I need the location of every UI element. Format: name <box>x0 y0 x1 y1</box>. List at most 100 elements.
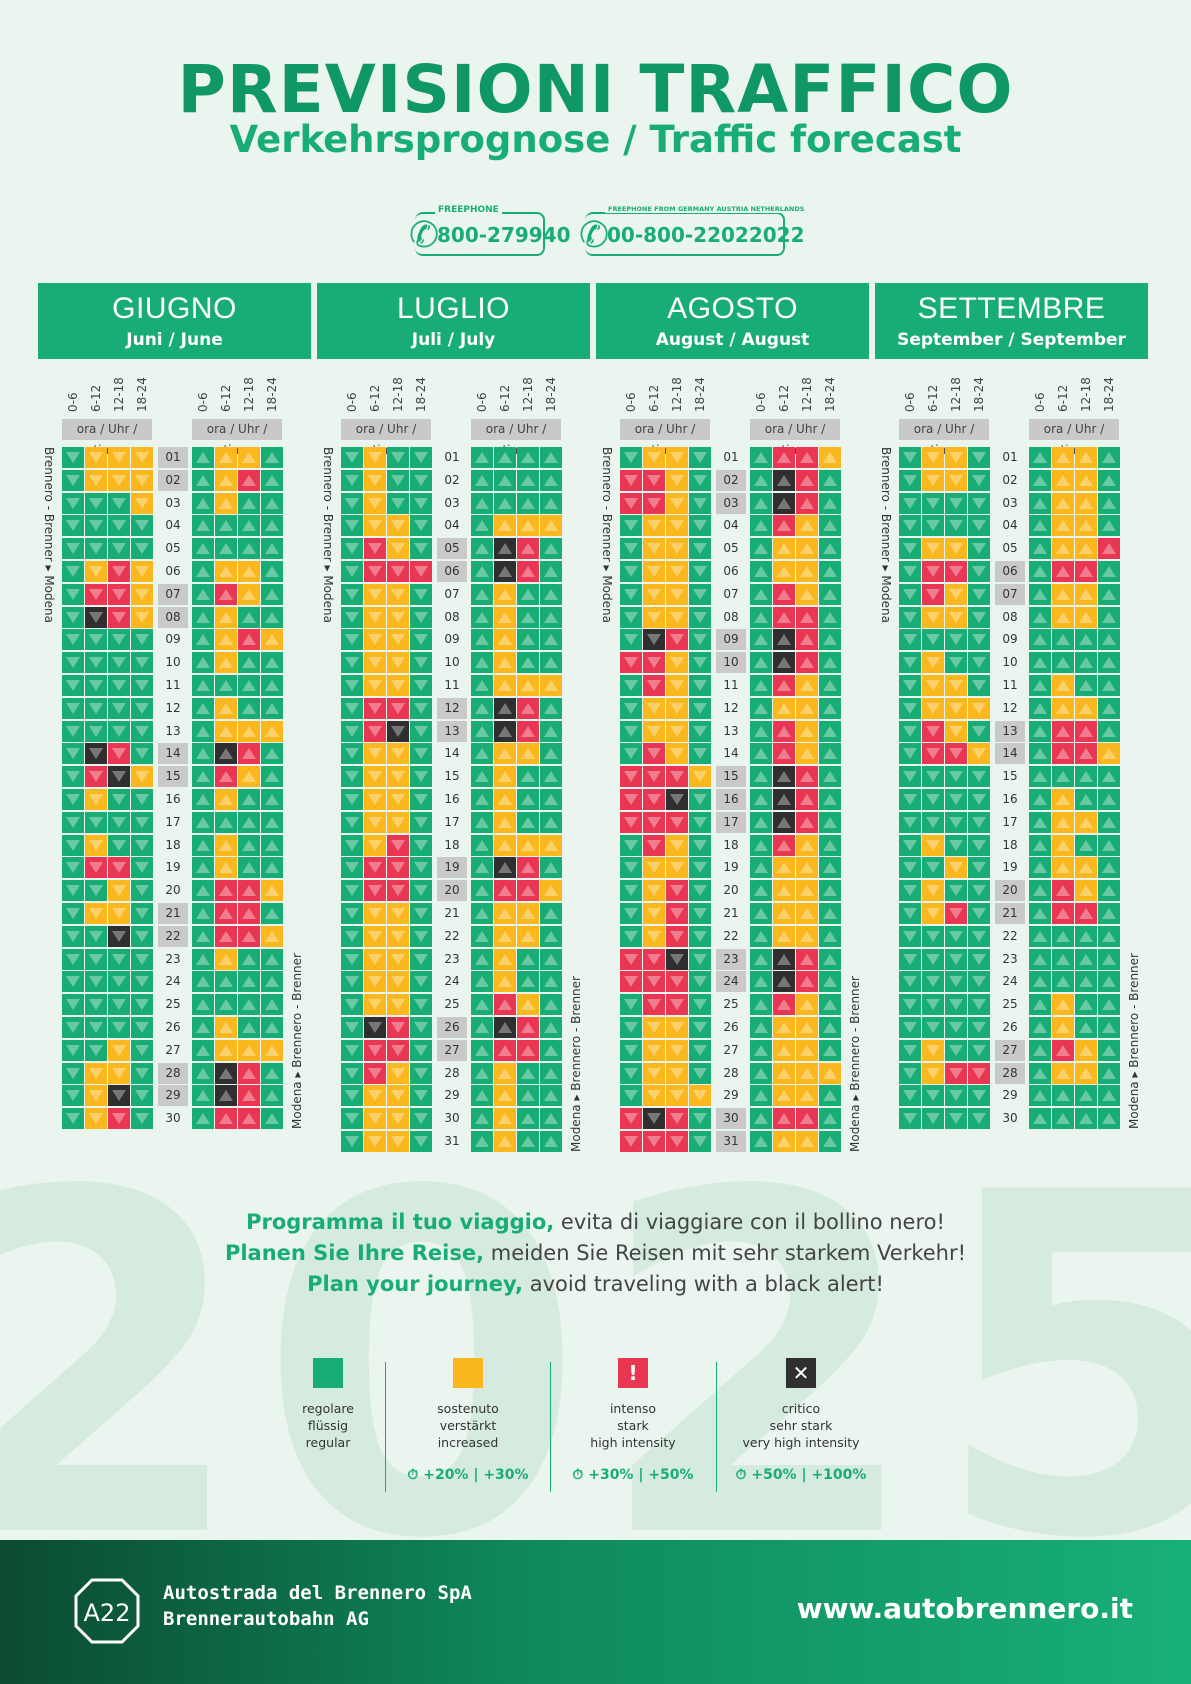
freephone-number[interactable]: 800-279940 <box>437 223 571 247</box>
traffic-cell-southbound <box>689 971 711 993</box>
traffic-cell-southbound <box>922 720 944 742</box>
traffic-cell-southbound <box>689 629 711 651</box>
traffic-cell-northbound <box>471 1039 493 1061</box>
traffic-cell-northbound <box>1029 447 1051 468</box>
traffic-cell-southbound <box>689 1039 711 1061</box>
traffic-cell-northbound <box>261 834 283 856</box>
traffic-cell-southbound <box>131 447 153 468</box>
website-link[interactable]: www.autobrennero.it <box>796 1592 1133 1625</box>
traffic-cell-southbound <box>968 629 990 651</box>
time-slot-header: 12-18 <box>112 377 126 412</box>
traffic-cell-southbound <box>85 720 107 742</box>
traffic-cell-northbound <box>261 1062 283 1084</box>
traffic-cell-southbound <box>131 629 153 651</box>
traffic-cell-southbound <box>62 948 84 970</box>
traffic-cell-northbound <box>819 720 841 742</box>
traffic-cell-northbound <box>261 925 283 947</box>
traffic-cell-southbound <box>689 675 711 696</box>
time-slot-header: 6-12 <box>647 384 661 412</box>
traffic-cell-southbound <box>689 1108 711 1130</box>
traffic-cell-southbound <box>945 925 967 947</box>
traffic-cell-southbound <box>689 994 711 1016</box>
traffic-cell-southbound <box>341 583 363 605</box>
traffic-cell-northbound <box>494 469 516 491</box>
traffic-cell-northbound <box>540 583 562 605</box>
traffic-cell-southbound <box>341 1062 363 1084</box>
traffic-cell-northbound <box>517 720 539 742</box>
clock-icon: ⏱ <box>572 1467 589 1483</box>
traffic-cell-southbound <box>131 766 153 788</box>
traffic-cell-northbound <box>261 697 283 719</box>
traffic-cell-southbound <box>410 561 432 582</box>
traffic-cell-southbound <box>620 515 642 537</box>
international-phone-number[interactable]: 00-800-22022022 <box>607 223 805 247</box>
day-number: 12 <box>165 700 181 715</box>
traffic-cell-southbound <box>968 857 990 879</box>
traffic-cell-southbound <box>643 1131 665 1152</box>
traffic-cell-northbound <box>1052 1062 1074 1084</box>
traffic-cell-southbound <box>131 789 153 810</box>
traffic-cell-northbound <box>750 903 772 924</box>
day-number: 14 <box>444 746 460 761</box>
traffic-cell-southbound <box>387 652 409 674</box>
traffic-cell-northbound <box>1052 606 1074 628</box>
traffic-cell-southbound <box>410 857 432 879</box>
time-slot-header: 0-6 <box>754 392 768 412</box>
day-number: 06 <box>165 564 181 578</box>
traffic-cell-northbound <box>540 606 562 628</box>
traffic-cell-southbound <box>387 743 409 765</box>
traffic-cell-southbound <box>899 1108 921 1130</box>
slogan-it: Programma il tuo viaggio, evita di viagg… <box>246 1210 945 1234</box>
traffic-cell-southbound <box>899 1039 921 1061</box>
traffic-cell-northbound <box>796 811 818 833</box>
close-icon: ✕ <box>786 1358 816 1388</box>
day-number: 23 <box>1002 951 1018 966</box>
day-number: 23 <box>716 948 746 970</box>
traffic-cell-northbound <box>215 606 237 628</box>
day-number: 06 <box>995 561 1025 582</box>
traffic-cell-southbound <box>387 697 409 719</box>
traffic-cell-southbound <box>364 515 386 537</box>
traffic-cell-southbound <box>341 675 363 696</box>
traffic-cell-northbound <box>517 857 539 879</box>
day-number: 09 <box>165 632 181 647</box>
traffic-cell-southbound <box>85 697 107 719</box>
traffic-cell-northbound <box>1052 583 1074 605</box>
traffic-cell-northbound <box>517 469 539 491</box>
traffic-cell-northbound <box>471 561 493 582</box>
day-number: 07 <box>158 583 188 605</box>
traffic-cell-southbound <box>620 811 642 833</box>
time-slot-header: 0-6 <box>1033 392 1047 412</box>
international-phone-box[interactable]: ✆ FREEPHONE FROM GERMANY AUSTRIA NETHERL… <box>579 205 808 256</box>
traffic-cell-southbound <box>620 743 642 765</box>
traffic-cell-southbound <box>387 994 409 1016</box>
traffic-cell-northbound <box>192 880 214 902</box>
traffic-cell-southbound <box>108 1017 130 1038</box>
day-number: 30 <box>444 1111 460 1126</box>
traffic-cell-southbound <box>364 652 386 674</box>
traffic-cell-northbound <box>517 561 539 582</box>
traffic-cell-northbound <box>796 538 818 560</box>
day-number: 30 <box>716 1108 746 1130</box>
freephone-caption: FREEPHONE <box>435 205 502 215</box>
traffic-cell-northbound <box>773 743 795 765</box>
day-number: 10 <box>165 655 181 670</box>
traffic-cell-northbound <box>1098 583 1120 605</box>
traffic-cell-northbound <box>540 834 562 856</box>
traffic-cell-southbound <box>945 720 967 742</box>
traffic-cell-northbound <box>819 583 841 605</box>
traffic-cell-northbound <box>1075 583 1097 605</box>
freephone-box[interactable]: ✆ FREEPHONE 800-279940 <box>409 205 571 256</box>
traffic-cell-northbound <box>1052 447 1074 468</box>
day-number: 20 <box>165 883 181 898</box>
traffic-cell-southbound <box>131 561 153 582</box>
traffic-cell-northbound <box>261 469 283 491</box>
traffic-cell-southbound <box>899 743 921 765</box>
traffic-cell-northbound <box>796 994 818 1016</box>
traffic-cell-southbound <box>62 811 84 833</box>
company-name-it: Autostrada del Brennero SpA <box>163 1582 472 1604</box>
day-number: 26 <box>723 1020 739 1034</box>
traffic-cell-southbound <box>62 1017 84 1038</box>
page-subtitle: Verkehrsprognose / Traffic forecast <box>229 118 962 161</box>
traffic-cell-northbound <box>773 697 795 719</box>
